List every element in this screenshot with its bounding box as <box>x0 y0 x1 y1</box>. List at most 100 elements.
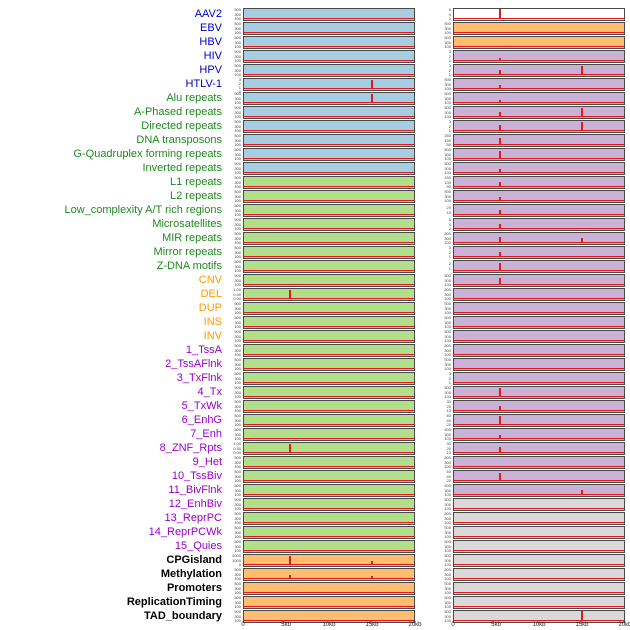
column-gap <box>415 330 437 344</box>
y-tick-label: 300 <box>234 109 241 115</box>
y-tick-label: 300 <box>444 431 451 437</box>
sparkline-panel-right <box>453 204 625 217</box>
signal-baseline <box>244 592 414 593</box>
sparkline-panel-right <box>453 22 625 35</box>
signal-baseline <box>244 326 414 327</box>
y-tick-label: 100 <box>444 393 451 399</box>
y-tick-label: 300 <box>234 305 241 311</box>
y-tick-label: 300 <box>234 39 241 45</box>
sparkline-panel-left <box>243 176 415 189</box>
signal-baseline <box>454 130 624 131</box>
y-tick-label: 2 <box>448 260 451 266</box>
y-tick-label: 500 <box>234 161 241 167</box>
sparkline-panel-right <box>453 232 625 245</box>
signal-spike <box>498 210 501 215</box>
y-tick-label: 500 <box>444 231 451 237</box>
sparkline-panel-left <box>243 246 415 259</box>
y-tick-label: 500 <box>234 525 241 531</box>
y-axis-ticks-right: 500 300 100 <box>437 456 453 469</box>
y-tick-label: 1 <box>238 85 241 90</box>
sparkline-panel-left <box>243 190 415 203</box>
sparkline-panel-left <box>243 232 415 245</box>
signal-spike <box>580 238 583 243</box>
sparkline-panel-right <box>453 176 625 189</box>
signal-baseline <box>244 620 414 621</box>
sparkline-panel-left <box>243 120 415 133</box>
x-axis-label: 10kb <box>532 622 546 628</box>
column-gap <box>415 386 437 400</box>
row-label: INV <box>203 330 222 342</box>
y-axis-ticks-left: 500 300 100 <box>227 50 243 63</box>
row-label: 12_EnhBiv <box>168 498 222 510</box>
y-axis-ticks-right: 500 300 100 <box>437 554 453 567</box>
signal-baseline <box>454 550 624 551</box>
row-label: 6_EnhG <box>181 414 222 426</box>
sparkline-panel-left <box>243 162 415 175</box>
signal-baseline <box>244 214 414 215</box>
y-axis-ticks-right: 500 300 100 <box>437 232 453 245</box>
signal-baseline <box>244 130 414 131</box>
y-tick-label: 2 <box>448 67 451 73</box>
y-tick-label: 0.00 <box>233 449 241 455</box>
y-axis-ticks-left: 2000 1000 0 <box>227 554 243 567</box>
figure-row: 10_TssBiv 500 300 100 60 40 20 <box>0 470 630 484</box>
figure-row: 2_TssAFlnk 500 300 100 500 300 100 <box>0 358 630 372</box>
signal-baseline <box>454 340 624 341</box>
row-label: Z-DNA motifs <box>156 260 222 272</box>
figure-row: DNA transposons 500 300 100 250 150 50 <box>0 134 630 148</box>
y-tick-label: 100 <box>444 155 451 161</box>
y-tick-label: 500 <box>444 21 451 27</box>
y-tick-label: 300 <box>234 585 241 591</box>
row-label: Alu repeats <box>166 92 222 104</box>
x-axis-label: 5kb <box>281 622 291 628</box>
column-gap <box>415 120 437 134</box>
sparkline-panel-right <box>453 190 625 203</box>
signal-spike <box>370 561 373 565</box>
y-tick-label: 300 <box>444 25 451 31</box>
y-tick-label: 100 <box>234 617 241 623</box>
signal-spike <box>498 388 501 397</box>
sparkline-panel-right <box>453 344 625 357</box>
signal-baseline <box>244 340 414 341</box>
y-tick-label: 300 <box>234 403 241 409</box>
row-label: CPGisland <box>166 554 222 566</box>
signal-spike <box>580 108 583 117</box>
signal-baseline <box>244 410 414 411</box>
signal-baseline <box>454 256 624 257</box>
signal-baseline <box>454 410 624 411</box>
y-tick-label: 2 <box>448 225 451 231</box>
y-tick-label: 150 <box>444 137 451 143</box>
sparkline-panel-right <box>453 162 625 175</box>
y-tick-label: 100 <box>234 281 241 287</box>
y-tick-label: 300 <box>234 319 241 325</box>
sparkline-panel-left <box>243 316 415 329</box>
row-label: Directed repeats <box>141 120 222 132</box>
y-tick-label: 500 <box>234 273 241 279</box>
y-tick-label: 500 <box>444 329 451 335</box>
column-gap <box>415 456 437 470</box>
y-tick-label: 500 <box>234 35 241 41</box>
y-tick-label: 500 <box>234 301 241 307</box>
sparkline-panel-right <box>453 36 625 49</box>
y-tick-label: 500 <box>234 259 241 265</box>
y-tick-label: 500 <box>234 399 241 405</box>
figure-row: HIV 500 300 100 3 2 1 <box>0 50 630 64</box>
y-tick-label: 100 <box>234 71 241 77</box>
y-axis-ticks-left: 500 300 100 <box>227 134 243 147</box>
sparkline-panel-right <box>453 498 625 511</box>
y-tick-label: 500 <box>234 329 241 335</box>
y-tick-label: 500 <box>444 147 451 153</box>
y-tick-label: 100 <box>444 323 451 329</box>
column-gap <box>415 162 437 176</box>
y-tick-label: 3 <box>448 63 451 69</box>
signal-spike <box>498 58 501 61</box>
y-axis-ticks-right: 500 300 100 <box>437 92 453 105</box>
signal-spike <box>498 100 501 103</box>
y-axis-ticks-left: 500 300 100 <box>227 400 243 413</box>
y-tick-label: 500 <box>234 427 241 433</box>
signal-spike <box>498 224 501 229</box>
y-axis-ticks-left: 500 300 100 <box>227 22 243 35</box>
x-axis-right: 0 5kb 10kb 15kb 20kb <box>451 622 630 630</box>
